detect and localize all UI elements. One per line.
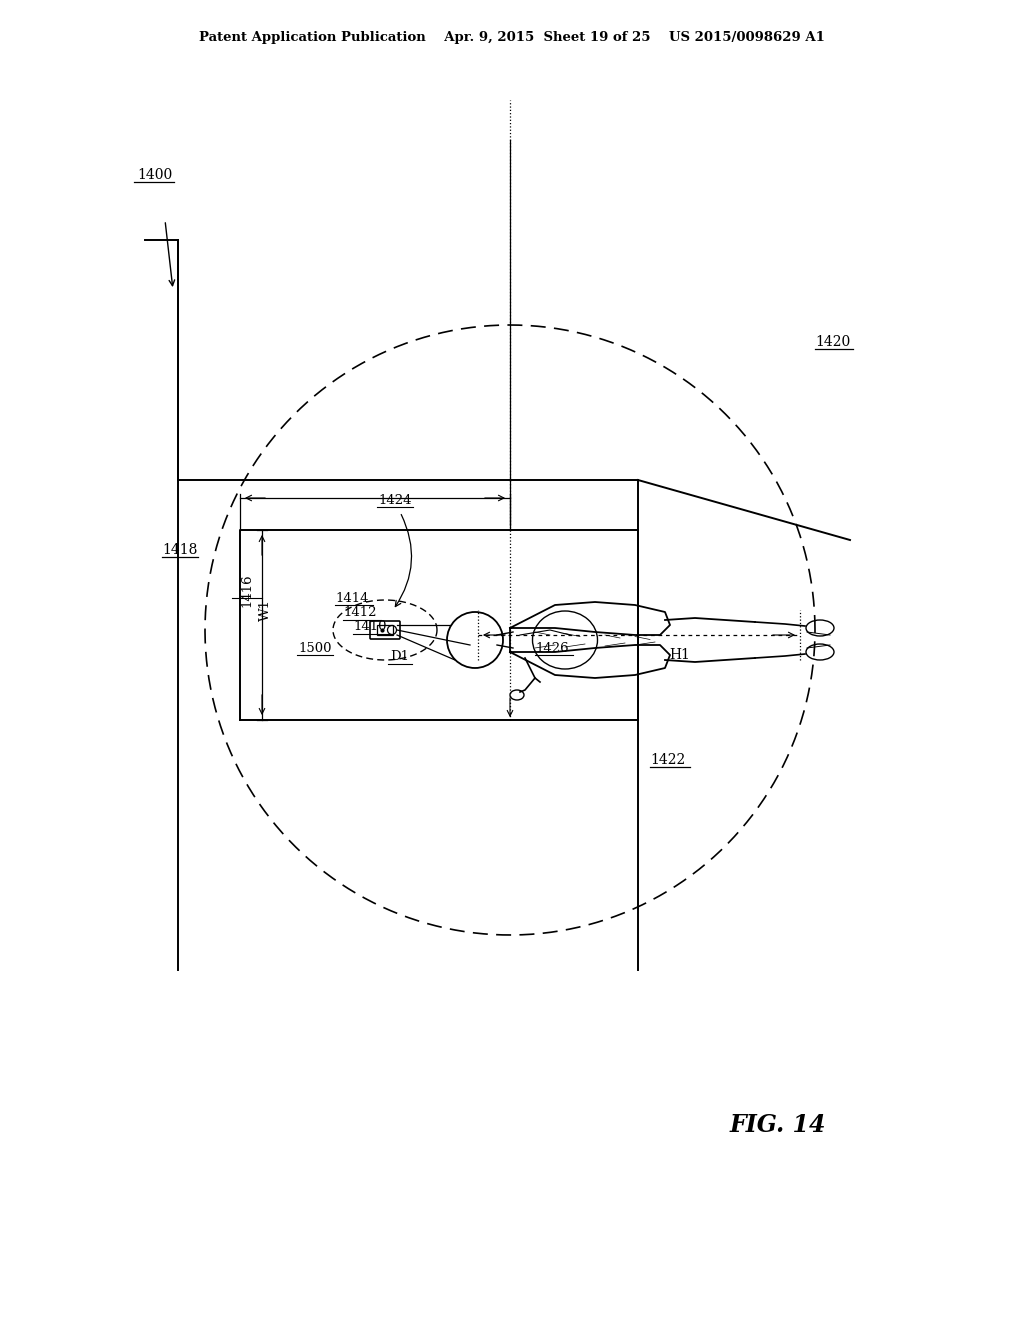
Text: 1426: 1426 <box>535 642 568 655</box>
Text: 1420: 1420 <box>815 335 850 348</box>
Text: 1400: 1400 <box>137 168 173 182</box>
Bar <box>377 624 393 635</box>
Text: FIG. 14: FIG. 14 <box>730 1113 826 1137</box>
Text: 1410: 1410 <box>353 620 386 634</box>
Text: D1: D1 <box>390 651 410 664</box>
Text: 1424: 1424 <box>378 494 412 507</box>
Text: W1: W1 <box>258 599 271 620</box>
Text: 1414: 1414 <box>335 591 369 605</box>
Text: 1412: 1412 <box>343 606 377 619</box>
Text: 1422: 1422 <box>650 752 685 767</box>
Text: 1500: 1500 <box>298 642 332 655</box>
Text: Patent Application Publication    Apr. 9, 2015  Sheet 19 of 25    US 2015/009862: Patent Application Publication Apr. 9, 2… <box>199 30 825 44</box>
Text: 1416: 1416 <box>241 573 254 607</box>
Text: 1418: 1418 <box>163 543 198 557</box>
Text: H1: H1 <box>670 648 690 663</box>
